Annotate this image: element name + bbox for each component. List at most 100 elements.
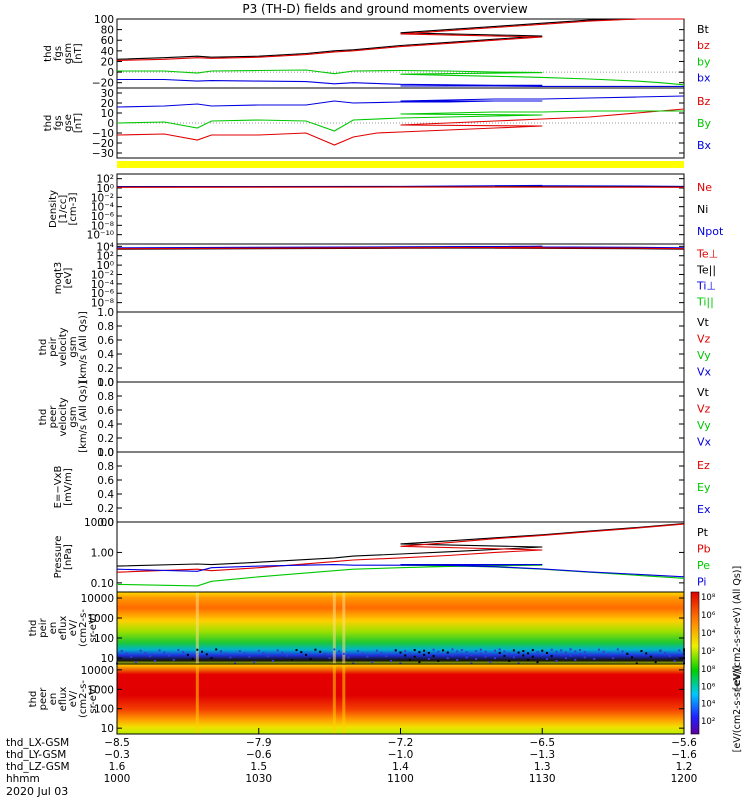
heatmap-speck xyxy=(413,655,416,658)
heatmap-speck xyxy=(437,650,440,653)
legend-efield-2: Ex xyxy=(697,503,711,516)
y-tick-label: 40 xyxy=(101,46,114,58)
x-row-value: −5.6 xyxy=(671,737,697,749)
heatmap-speck xyxy=(583,656,586,659)
heatmap-speck xyxy=(139,649,142,652)
x-row-label: thd_LZ-GSM xyxy=(6,761,70,773)
y-tick-label: 100 xyxy=(94,633,114,645)
heatmap-speck xyxy=(498,648,501,651)
heatmap-speck xyxy=(120,650,123,653)
y-axis-title: velocity xyxy=(58,397,69,436)
heatmap-speck xyxy=(366,655,369,658)
y-tick-label: 10⁻² xyxy=(91,192,114,204)
heatmap-speck xyxy=(219,650,222,653)
legend-peir-velocity-0: Vt xyxy=(697,316,710,329)
heatmap-speck xyxy=(517,662,520,665)
y-tick-label: −20 xyxy=(92,78,114,90)
heatmap-speck xyxy=(456,650,459,653)
series-fgs-gsm-by xyxy=(117,69,685,86)
y-tick-label: 0.2 xyxy=(97,363,114,375)
heatmap-speck xyxy=(276,649,279,652)
y-axis-title: eV/ xyxy=(68,690,79,707)
heatmap-speck xyxy=(588,653,591,656)
heatmap-speck xyxy=(234,662,237,665)
heatmap-speck xyxy=(550,655,553,658)
y-axis-title: Density xyxy=(48,190,59,228)
heatmap-speck xyxy=(631,656,634,659)
series-pressure-Pi xyxy=(116,564,685,578)
y-axis-title: thd xyxy=(43,115,54,132)
legend-pressure-0: Pt xyxy=(697,526,709,539)
heatmap-speck xyxy=(248,655,251,658)
heatmap-speck xyxy=(347,656,350,659)
panel-peir-eflux: 10 100 1000 10000 thd peir en eflux eV/(cm2-s-sr… xyxy=(28,591,685,665)
y-tick-label: 0.0 xyxy=(97,517,114,529)
heatmap-speck xyxy=(541,653,544,656)
heatmap-speck xyxy=(451,648,454,651)
y-tick-label: 1000 xyxy=(87,684,114,696)
series-pressure-Pt xyxy=(116,522,685,567)
panel-peer-eflux: 10 100 1000 10000 thd peer en eflux eV/(cm2-s-sr… xyxy=(28,663,685,735)
heatmap-event-stripe xyxy=(332,664,336,734)
heatmap-speck xyxy=(352,662,355,665)
heatmap-speck xyxy=(564,657,567,660)
heatmap-speck xyxy=(328,657,331,660)
x-row-label: thd_LX-GSM xyxy=(6,737,69,749)
heatmap-speck xyxy=(531,655,534,658)
heatmap-speck xyxy=(305,653,307,656)
y-tick-label: 0.4 xyxy=(97,349,114,361)
y-tick-label: 80 xyxy=(101,25,114,37)
legend-peir-velocity-1: Vz xyxy=(697,332,711,345)
legend-fgs-gsm-3: bx xyxy=(697,72,711,85)
y-axis-title: eflux xyxy=(58,687,69,712)
heatmap-speck xyxy=(446,651,449,654)
legend-pressure-3: Pi xyxy=(697,575,706,588)
heatmap-speck xyxy=(295,649,298,652)
y-tick-label: 1.00 xyxy=(91,547,114,559)
x-row-value: 1130 xyxy=(529,773,556,785)
heatmap-speck xyxy=(399,662,402,665)
heatmap-speck xyxy=(569,654,572,657)
heatmap-speck xyxy=(172,658,175,661)
heatmap-speck xyxy=(475,650,478,653)
y-axis-title: (cm2-s- xyxy=(78,680,89,718)
y-axis-title: en xyxy=(48,622,59,635)
heatmap-speck xyxy=(432,655,435,658)
heatmap-speck xyxy=(380,651,383,654)
x-row-value: 1000 xyxy=(104,773,131,785)
heatmap-speck xyxy=(371,661,374,664)
series-pressure-Pb xyxy=(116,523,685,573)
heatmap-speck xyxy=(408,658,411,661)
heatmap-speck xyxy=(479,648,482,651)
legend-fgs-gsm-1: bz xyxy=(697,39,710,52)
y-tick-label: 60 xyxy=(101,35,114,47)
x-row-value: 1.5 xyxy=(250,761,267,773)
heatmap-speck xyxy=(664,651,667,654)
y-axis-title: sr-eV) xyxy=(88,684,99,713)
heatmap-speck xyxy=(470,662,473,665)
heatmap-speck xyxy=(489,653,492,656)
heatmap-event-stripe xyxy=(332,592,336,664)
y-axis-title: [nT] xyxy=(73,43,84,63)
legend-fgs-gse-0: Bz xyxy=(697,95,711,108)
y-tick-label: 10 xyxy=(101,108,114,120)
heatmap-speck xyxy=(167,654,170,657)
x-row-value: 1200 xyxy=(671,773,698,785)
y-axis-title: moqt3 xyxy=(53,262,64,295)
y-axis-title: sr-eV) xyxy=(88,613,99,642)
heatmap-speck xyxy=(427,657,430,660)
y-tick-label: 0.4 xyxy=(97,419,114,431)
y-axis-title: thd xyxy=(28,620,39,637)
heatmap-speck xyxy=(423,653,426,656)
y-axis-title: [nT] xyxy=(73,113,84,133)
panel-efield: 0.0 0.2 0.4 0.6 0.8 1.0 E=−VxB [mV/m] Ez Ey Ex xyxy=(53,447,711,529)
heatmap-speck xyxy=(569,648,572,651)
y-tick-label: 1.0 xyxy=(97,447,114,459)
colorbar-tick-label: 10² xyxy=(701,717,715,727)
colorbar-tick-label: 10⁸ xyxy=(701,665,716,675)
y-tick-label: 0.2 xyxy=(97,433,114,445)
legend-efield-0: Ez xyxy=(697,459,710,472)
heatmap-speck xyxy=(527,658,530,661)
colorbar-tick-label: 10⁸ xyxy=(701,593,716,603)
